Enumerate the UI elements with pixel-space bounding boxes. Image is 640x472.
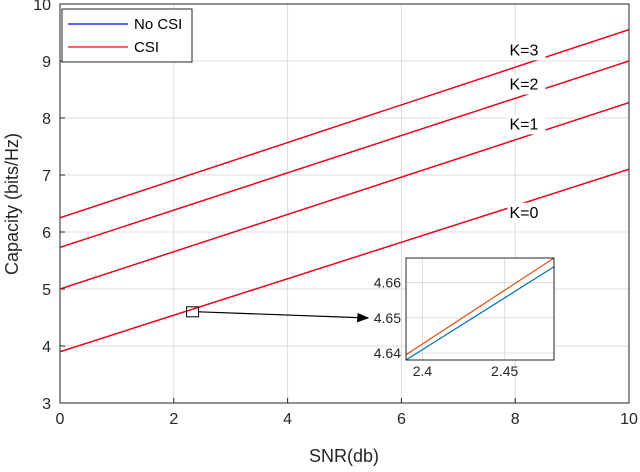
legend-label-csi: CSI bbox=[134, 39, 159, 56]
inset-y-tick-label: 4.65 bbox=[374, 310, 401, 326]
y-tick-label: 7 bbox=[42, 168, 51, 185]
y-tick-label: 9 bbox=[42, 54, 51, 71]
series-lines bbox=[59, 28, 630, 353]
zoom-arrow bbox=[198, 311, 370, 323]
plot-frame bbox=[59, 3, 630, 404]
curve-label: K=0 bbox=[510, 205, 539, 222]
curve-label-bg bbox=[507, 40, 546, 61]
inset-y-tick-label: 4.66 bbox=[374, 275, 401, 291]
legend-label-no-csi: No CSI bbox=[134, 16, 182, 33]
curve-label-bg bbox=[507, 114, 546, 135]
series-line-csi-k3 bbox=[59, 28, 630, 219]
inset-frame bbox=[405, 257, 555, 361]
x-tick-label: 4 bbox=[283, 411, 292, 428]
x-tick-label: 10 bbox=[620, 411, 638, 428]
curve-label-bg bbox=[507, 202, 546, 223]
x-tick-label: 0 bbox=[56, 411, 65, 428]
legend-box bbox=[61, 8, 193, 63]
inset-x-tick-label: 2.4 bbox=[413, 363, 433, 379]
x-tick-label: 6 bbox=[397, 411, 406, 428]
y-axis-label: Capacity (bits/Hz) bbox=[2, 133, 22, 275]
inset-x-tick-label: 2.45 bbox=[491, 363, 518, 379]
inset-series-lines bbox=[405, 257, 555, 361]
inset-series-line bbox=[405, 266, 555, 361]
inset-plot: 2.4 2.45 4.64 4.65 4.66 bbox=[374, 257, 555, 379]
curve-label: K=2 bbox=[510, 77, 539, 94]
y-tick-labels: 3 4 5 6 7 8 9 10 bbox=[33, 0, 51, 413]
y-tick-label: 3 bbox=[42, 396, 51, 413]
curve-labels: K=3 K=2 K=1 K=0 bbox=[507, 40, 546, 223]
x-tick-label: 2 bbox=[169, 411, 178, 428]
x-axis-label: SNR(db) bbox=[309, 446, 379, 466]
x-tick-label: 8 bbox=[511, 411, 520, 428]
y-tick-label: 6 bbox=[42, 225, 51, 242]
y-tick-label: 10 bbox=[33, 0, 51, 14]
y-tick-label: 8 bbox=[42, 111, 51, 128]
inset-y-tick-label: 4.64 bbox=[374, 345, 401, 361]
y-tick-label: 5 bbox=[42, 282, 51, 299]
curve-label-bg bbox=[507, 74, 546, 95]
x-tick-labels: 0 2 4 6 8 10 bbox=[56, 411, 638, 428]
inset-series-line bbox=[405, 257, 555, 356]
inset-tick-labels: 2.4 2.45 4.64 4.65 4.66 bbox=[374, 275, 519, 379]
curve-label: K=1 bbox=[510, 116, 539, 133]
y-tick-label: 4 bbox=[42, 339, 51, 356]
curve-label: K=3 bbox=[510, 42, 539, 59]
series-line-csi-k0 bbox=[59, 168, 630, 353]
legend: No CSI CSI bbox=[61, 8, 193, 63]
inset-background bbox=[406, 258, 554, 360]
